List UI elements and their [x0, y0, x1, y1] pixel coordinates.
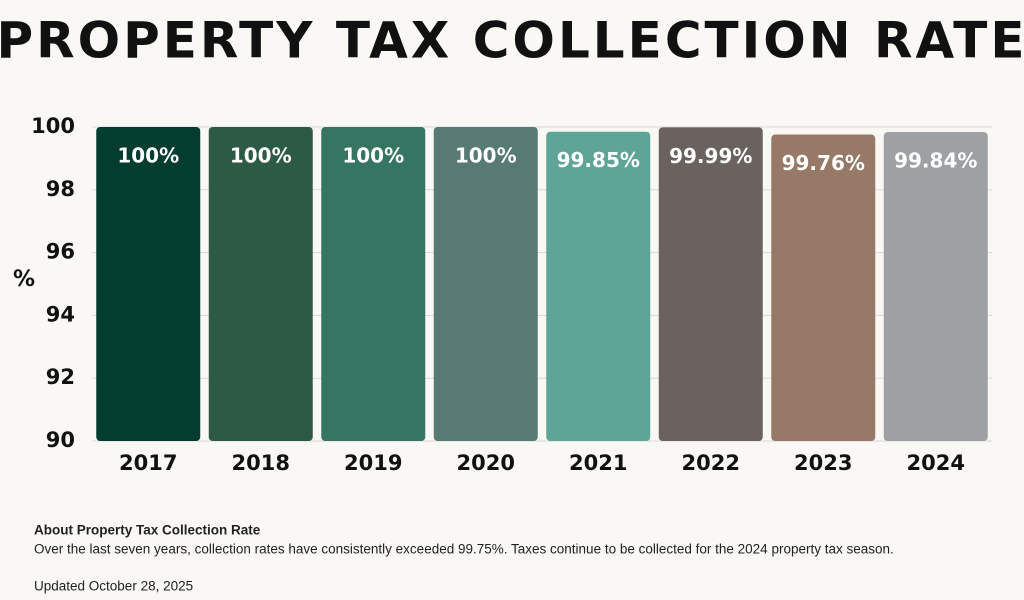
bar — [771, 134, 876, 441]
y-axis-label: % — [13, 267, 35, 292]
y-tick-label: 94 — [46, 302, 75, 326]
bar — [321, 127, 426, 441]
value-label: 99.99% — [669, 144, 752, 168]
y-tick-label: 100 — [31, 114, 75, 138]
value-label: 100% — [342, 144, 404, 168]
footer-text: Over the last seven years, collection ra… — [34, 542, 894, 557]
bar — [96, 127, 201, 441]
x-tick-label: 2022 — [682, 451, 740, 475]
y-tick-label: 92 — [46, 365, 75, 389]
x-tick-label: 2023 — [794, 451, 852, 475]
x-tick-label: 2021 — [569, 451, 627, 475]
bar — [546, 131, 651, 441]
x-tick-label: 2020 — [457, 451, 515, 475]
bar — [208, 127, 313, 441]
value-label: 100% — [117, 144, 179, 168]
bar — [433, 127, 538, 441]
x-tick-label: 2019 — [344, 451, 402, 475]
chart-title: PROPERTY TAX COLLECTION RATE — [0, 12, 1024, 70]
value-label: 99.85% — [557, 148, 640, 172]
value-label: 99.84% — [894, 149, 977, 173]
y-tick-label: 90 — [46, 428, 75, 452]
value-label: 100% — [455, 144, 517, 168]
x-tick-label: 2024 — [907, 451, 965, 475]
bar — [883, 132, 988, 442]
value-label: 99.76% — [782, 151, 865, 175]
footer-heading: About Property Tax Collection Rate — [34, 523, 261, 538]
footer-updated: Updated October 28, 2025 — [34, 579, 193, 594]
x-tick-label: 2018 — [232, 451, 290, 475]
bar — [658, 127, 763, 442]
x-tick-label: 2017 — [119, 451, 177, 475]
y-tick-label: 96 — [46, 240, 75, 264]
y-tick-label: 98 — [46, 177, 75, 201]
value-label: 100% — [230, 144, 292, 168]
